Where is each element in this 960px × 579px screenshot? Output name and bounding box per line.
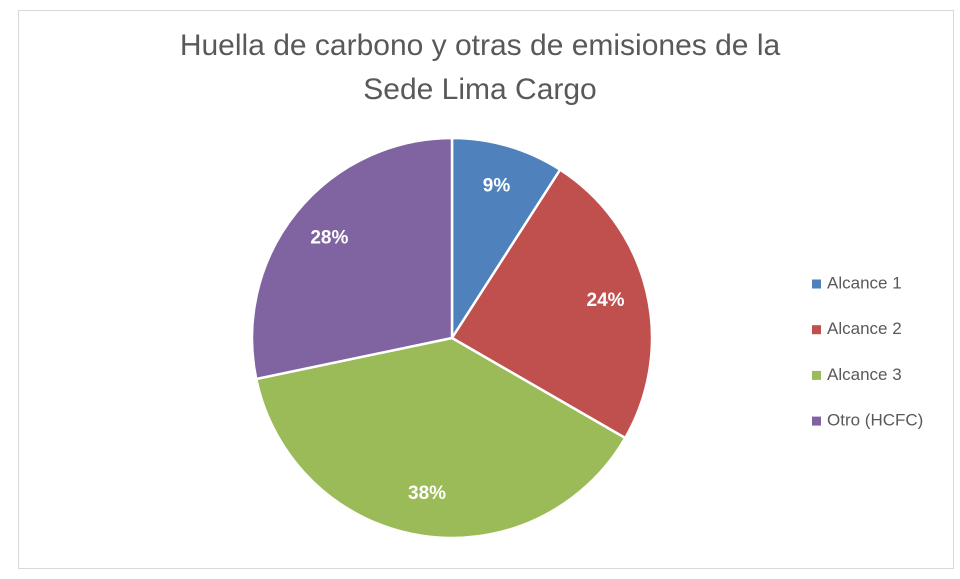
- legend-label: Otro (HCFC): [827, 411, 923, 430]
- pie-slice: [450, 168, 654, 440]
- data-label: 9%: [483, 175, 511, 196]
- legend-swatch: [812, 279, 821, 289]
- legend-label: Alcance 1: [827, 273, 902, 292]
- data-label: 38%: [408, 483, 446, 504]
- pie-slice: [254, 336, 627, 540]
- legend-label: Alcance 3: [827, 365, 902, 384]
- legend-swatch: [812, 416, 821, 426]
- legend-label: Alcance 2: [827, 319, 902, 338]
- chart-frame: [18, 10, 954, 569]
- pie-slice: [250, 136, 454, 381]
- legend-swatch: [812, 325, 821, 335]
- chart-title: Huella de carbono y otras de emisiones d…: [179, 29, 781, 106]
- data-label: 24%: [587, 290, 625, 311]
- legend-swatch: [812, 370, 821, 380]
- data-label: 28%: [310, 227, 348, 248]
- pie-slice: [450, 136, 562, 343]
